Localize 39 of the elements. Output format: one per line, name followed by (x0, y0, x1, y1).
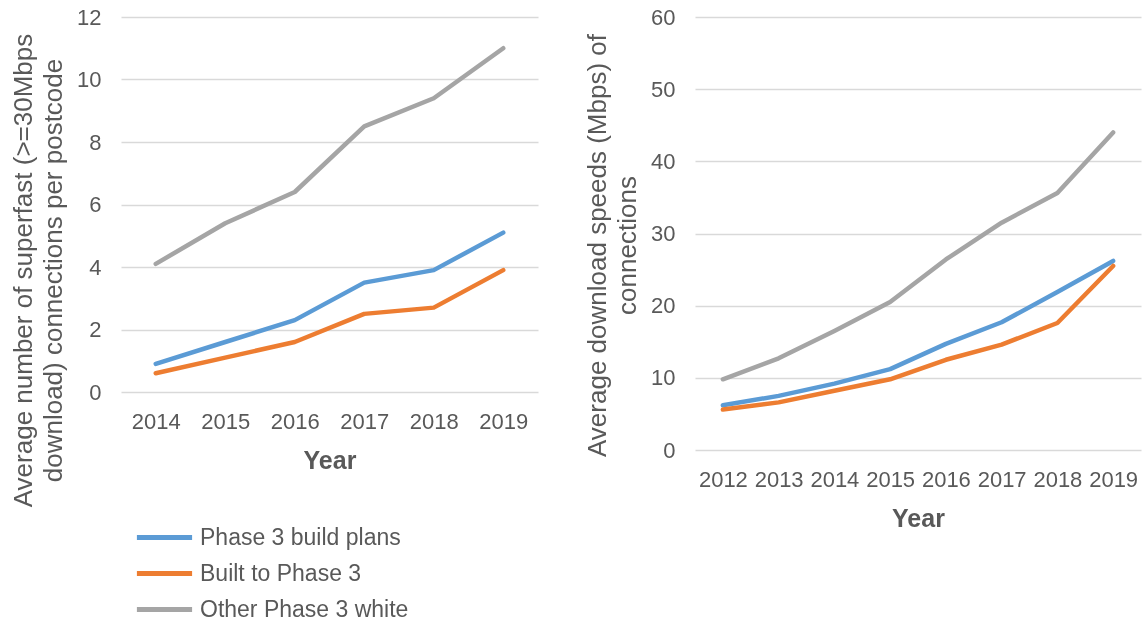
y-tick-label: 0 (89, 379, 102, 405)
y-tick-label: 40 (651, 148, 676, 174)
x-tick-label: 2017 (340, 408, 390, 434)
x-axis-title: Year (892, 503, 946, 532)
x-tick-label: 2017 (977, 466, 1027, 492)
x-axis-title: Year (303, 445, 357, 474)
y-tick-label: 30 (651, 221, 676, 246)
x-tick-label: 2018 (1033, 466, 1083, 492)
y-tick-label: 50 (651, 76, 676, 102)
x-tick-label: 2016 (270, 408, 320, 434)
x-tick-label: 2015 (866, 466, 916, 492)
x-tick-label: 2014 (810, 466, 860, 492)
y-tick-label: 6 (89, 192, 102, 217)
line-series (153, 230, 506, 367)
x-tick-label: 2016 (921, 466, 971, 492)
legend-label: Built to Phase 3 (200, 559, 362, 586)
x-tick-label: 2012 (698, 466, 748, 492)
y-tick-label: 12 (77, 4, 102, 30)
y-axis-title: Average number of superfast (>=30Mbps download) connections per postcode (8, 33, 69, 508)
x-tick-label: 2015 (201, 408, 251, 434)
y-tick-label: 0 (663, 437, 676, 463)
legend-label: Phase 3 build plans (200, 523, 401, 550)
y-axis-title: Average download speeds (Mbps) of connections (582, 33, 643, 457)
y-tick-label: 10 (77, 67, 102, 92)
y-tick-label: 10 (651, 365, 676, 391)
y-tick-label: 20 (651, 293, 676, 319)
y-tick-label: 60 (651, 4, 676, 30)
y-tick-label: 2 (89, 317, 102, 342)
line-series (153, 46, 506, 267)
x-tick-label: 2019 (1089, 466, 1139, 492)
x-tick-label: 2014 (131, 408, 181, 434)
y-tick-label: 4 (89, 254, 102, 280)
x-tick-label: 2013 (754, 466, 804, 492)
legend-label: Other Phase 3 white (200, 595, 409, 622)
x-tick-label: 2018 (409, 408, 459, 434)
y-tick-label: 8 (89, 129, 102, 155)
x-tick-label: 2019 (479, 408, 529, 434)
line-series (153, 267, 506, 376)
line-series (720, 130, 1116, 382)
